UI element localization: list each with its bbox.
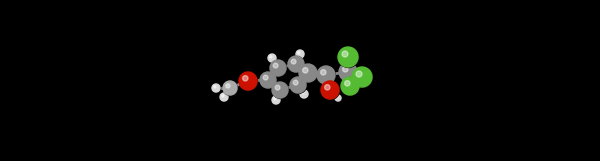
Circle shape <box>269 56 272 58</box>
Circle shape <box>344 81 350 86</box>
Circle shape <box>320 70 326 75</box>
Circle shape <box>223 81 237 95</box>
Circle shape <box>296 51 305 58</box>
Circle shape <box>343 67 348 72</box>
Circle shape <box>270 60 286 76</box>
Circle shape <box>339 63 357 81</box>
Circle shape <box>322 81 340 99</box>
Circle shape <box>289 57 305 72</box>
Circle shape <box>212 84 220 92</box>
Circle shape <box>275 85 280 90</box>
Circle shape <box>212 85 221 93</box>
Circle shape <box>272 82 289 99</box>
Circle shape <box>268 54 276 62</box>
Circle shape <box>220 93 228 101</box>
Circle shape <box>274 98 276 100</box>
Circle shape <box>260 72 277 89</box>
Circle shape <box>325 85 330 90</box>
Circle shape <box>293 80 298 85</box>
Circle shape <box>214 86 216 88</box>
Circle shape <box>353 67 373 87</box>
Circle shape <box>298 52 300 54</box>
Circle shape <box>341 77 359 95</box>
Circle shape <box>239 72 257 90</box>
Circle shape <box>342 51 348 57</box>
Circle shape <box>239 72 257 90</box>
Circle shape <box>272 82 288 98</box>
Circle shape <box>299 65 317 82</box>
Circle shape <box>335 95 341 101</box>
Circle shape <box>272 96 281 104</box>
Circle shape <box>335 95 341 101</box>
Circle shape <box>269 55 277 62</box>
Circle shape <box>317 66 335 84</box>
Circle shape <box>302 92 304 94</box>
Circle shape <box>271 61 287 76</box>
Circle shape <box>340 63 358 81</box>
Circle shape <box>338 47 358 67</box>
Circle shape <box>290 77 307 94</box>
Circle shape <box>300 90 308 98</box>
Circle shape <box>288 56 304 72</box>
Circle shape <box>317 66 335 85</box>
Circle shape <box>336 96 338 98</box>
Circle shape <box>301 90 308 99</box>
Circle shape <box>296 50 304 58</box>
Circle shape <box>291 59 296 64</box>
Circle shape <box>272 96 280 104</box>
Circle shape <box>321 81 339 99</box>
Circle shape <box>352 67 372 87</box>
Circle shape <box>356 71 362 77</box>
Circle shape <box>338 47 359 67</box>
Circle shape <box>263 75 268 80</box>
Circle shape <box>290 77 306 93</box>
Circle shape <box>221 94 229 101</box>
Circle shape <box>302 68 308 73</box>
Circle shape <box>341 77 359 95</box>
Circle shape <box>242 76 248 81</box>
Circle shape <box>223 81 238 95</box>
Circle shape <box>226 84 230 88</box>
Circle shape <box>221 95 224 97</box>
Circle shape <box>299 64 317 82</box>
Circle shape <box>273 63 278 68</box>
Circle shape <box>260 72 276 88</box>
